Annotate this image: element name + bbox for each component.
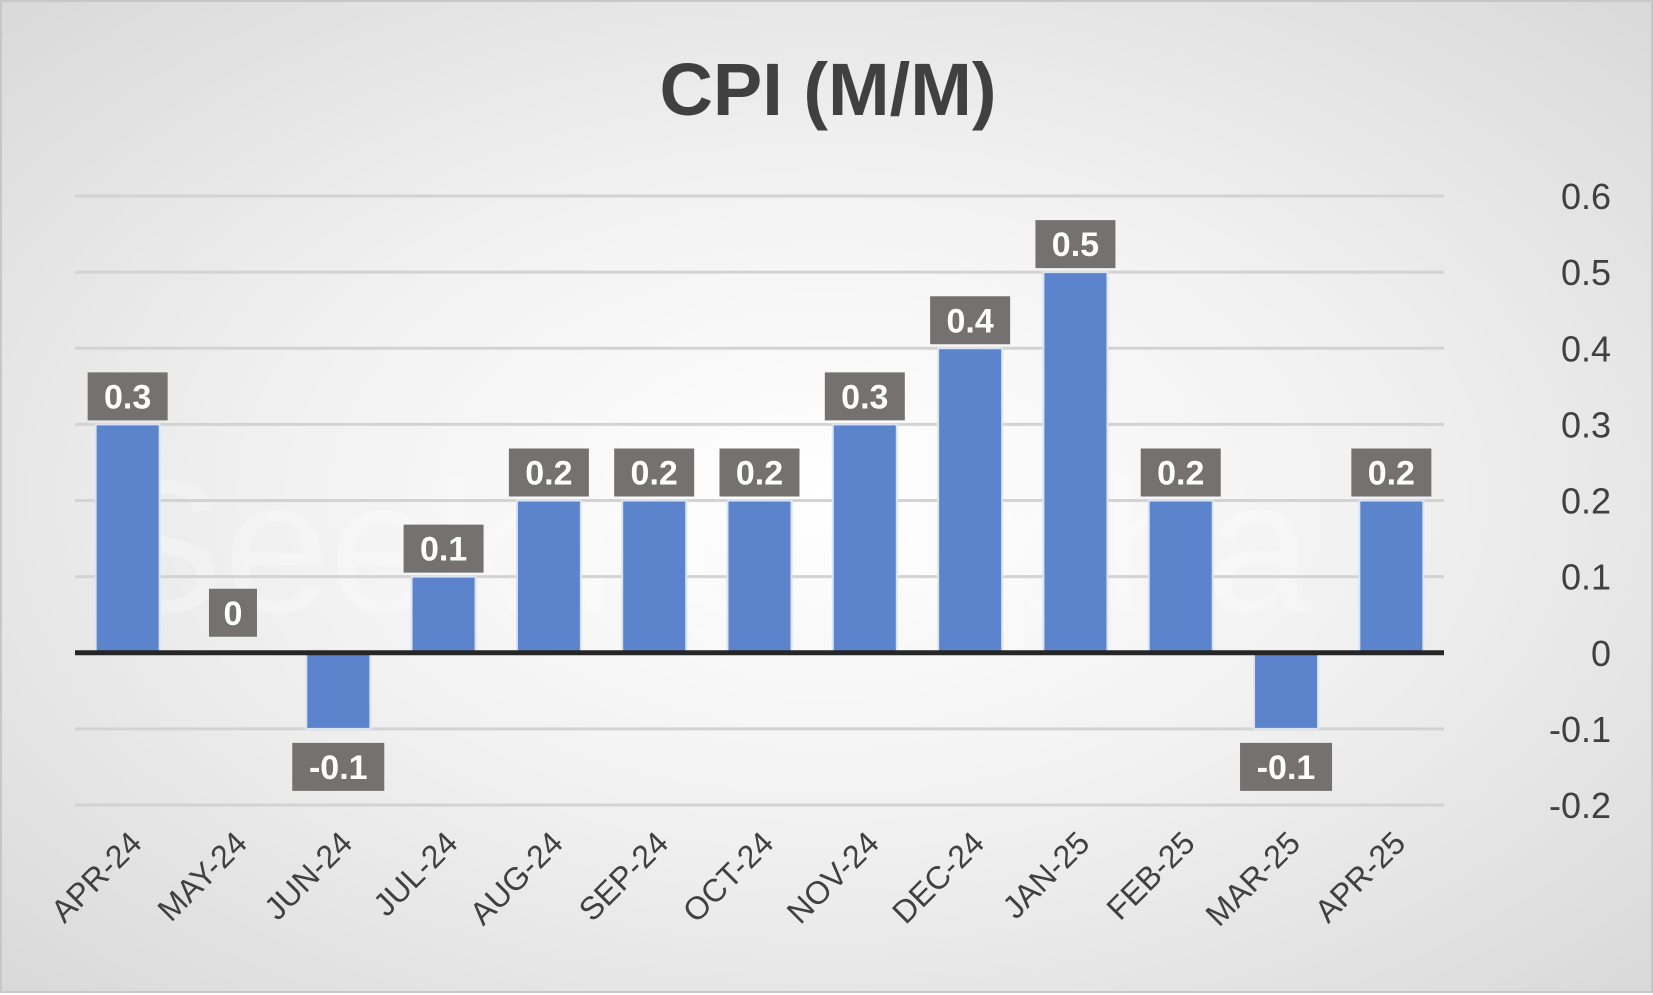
data-label-aug-24: 0.2 (508, 448, 589, 497)
data-label-text: 0.2 (1157, 455, 1204, 493)
data-label-box (1140, 448, 1221, 497)
data-label-box (403, 524, 484, 573)
y-tick-label: 0.4 (1561, 328, 1611, 369)
x-category-label: OCT-24 (676, 824, 781, 929)
data-label-text: 0.1 (420, 531, 467, 569)
data-label-box (930, 296, 1011, 345)
x-category-label: DEC-24 (885, 824, 991, 930)
data-label-may-24: 0 (208, 588, 257, 637)
bar-dec-24 (937, 347, 1004, 654)
data-label-feb-25: 0.2 (1140, 448, 1221, 497)
data-label-box (508, 448, 589, 497)
y-tick-label: -0.1 (1549, 709, 1611, 750)
data-label-box (824, 372, 905, 421)
data-label-box (87, 372, 168, 421)
chart-title: CPI (M/M) (659, 48, 996, 131)
bars (94, 271, 1425, 730)
y-tick-label: 0.1 (1561, 557, 1611, 598)
data-label-text: 0.3 (104, 378, 151, 416)
bar-nov-24 (831, 423, 898, 654)
bar-jul-24 (410, 575, 477, 654)
data-label-dec-24: 0.4 (930, 296, 1011, 345)
x-category-label: FEB-25 (1100, 824, 1202, 926)
data-label-box (1035, 220, 1116, 269)
data-label-nov-24: 0.3 (824, 372, 905, 421)
x-category-label: MAY-24 (150, 824, 253, 927)
data-label-text: 0.2 (736, 455, 783, 493)
y-tick-label: -0.2 (1549, 785, 1611, 826)
data-label-text: 0.5 (1052, 226, 1099, 264)
x-category-label: AUG-24 (463, 824, 570, 931)
x-category-label: JUL-24 (366, 824, 464, 922)
data-label-text: 0.3 (841, 378, 888, 416)
bar-oct-24 (726, 499, 793, 654)
data-label-sep-24: 0.2 (614, 448, 695, 497)
data-label-box (1240, 742, 1333, 791)
data-label-text: -0.1 (1257, 749, 1316, 787)
data-label-jun-24: -0.1 (292, 742, 385, 791)
data-label-mar-25: -0.1 (1240, 742, 1333, 791)
data-label-box (719, 448, 800, 497)
data-label-text: 0.2 (1368, 455, 1415, 493)
data-label-jan-25: 0.5 (1035, 220, 1116, 269)
bar-aug-24 (515, 499, 582, 654)
data-label-box (1351, 448, 1432, 497)
bar-apr-25 (1358, 499, 1425, 654)
data-label-apr-25: 0.2 (1351, 448, 1432, 497)
y-tick-label: 0.2 (1561, 481, 1611, 522)
bar-sep-24 (621, 499, 688, 654)
data-label-jul-24: 0.1 (403, 524, 484, 573)
bar-jan-25 (1042, 271, 1109, 654)
data-label-text: 0.4 (946, 302, 993, 340)
bar-apr-24 (94, 423, 161, 654)
x-category-label: JAN-25 (995, 824, 1096, 925)
bar-jun-24 (305, 651, 372, 730)
y-tick-label: 0 (1591, 633, 1611, 674)
data-labels: 0.3 0 -0.1 0.1 0.2 0.2 0.2 0.3 0.4 0.5 0.2 -0.1 0.2 (87, 220, 1432, 791)
data-label-box (614, 448, 695, 497)
data-label-box (292, 742, 385, 791)
data-label-apr-24: 0.3 (87, 372, 168, 421)
y-axis-ticks: -0.2 -0.1 0 0.1 0.2 0.3 0.4 0.5 0.6 (1549, 176, 1611, 826)
data-label-box (208, 588, 257, 637)
x-category-label: MAR-25 (1199, 824, 1307, 932)
y-tick-label: 0.3 (1561, 404, 1611, 445)
bar-mar-25 (1253, 651, 1320, 730)
watermark-text: Seeking Alpha (97, 441, 1312, 653)
bar-feb-25 (1147, 499, 1214, 654)
data-label-text: -0.1 (309, 749, 368, 787)
x-category-label: SEP-24 (572, 824, 675, 927)
data-label-text: 0.2 (525, 455, 572, 493)
y-tick-label: 0.6 (1561, 176, 1611, 217)
data-label-text: 0 (224, 595, 243, 633)
x-category-label: APR-24 (44, 824, 149, 929)
data-label-oct-24: 0.2 (719, 448, 800, 497)
y-tick-label: 0.5 (1561, 252, 1611, 293)
x-category-label: NOV-24 (780, 824, 886, 930)
data-label-text: 0.2 (631, 455, 678, 493)
x-category-label: JUN-24 (257, 824, 359, 926)
x-category-label: APR-25 (1308, 824, 1413, 929)
